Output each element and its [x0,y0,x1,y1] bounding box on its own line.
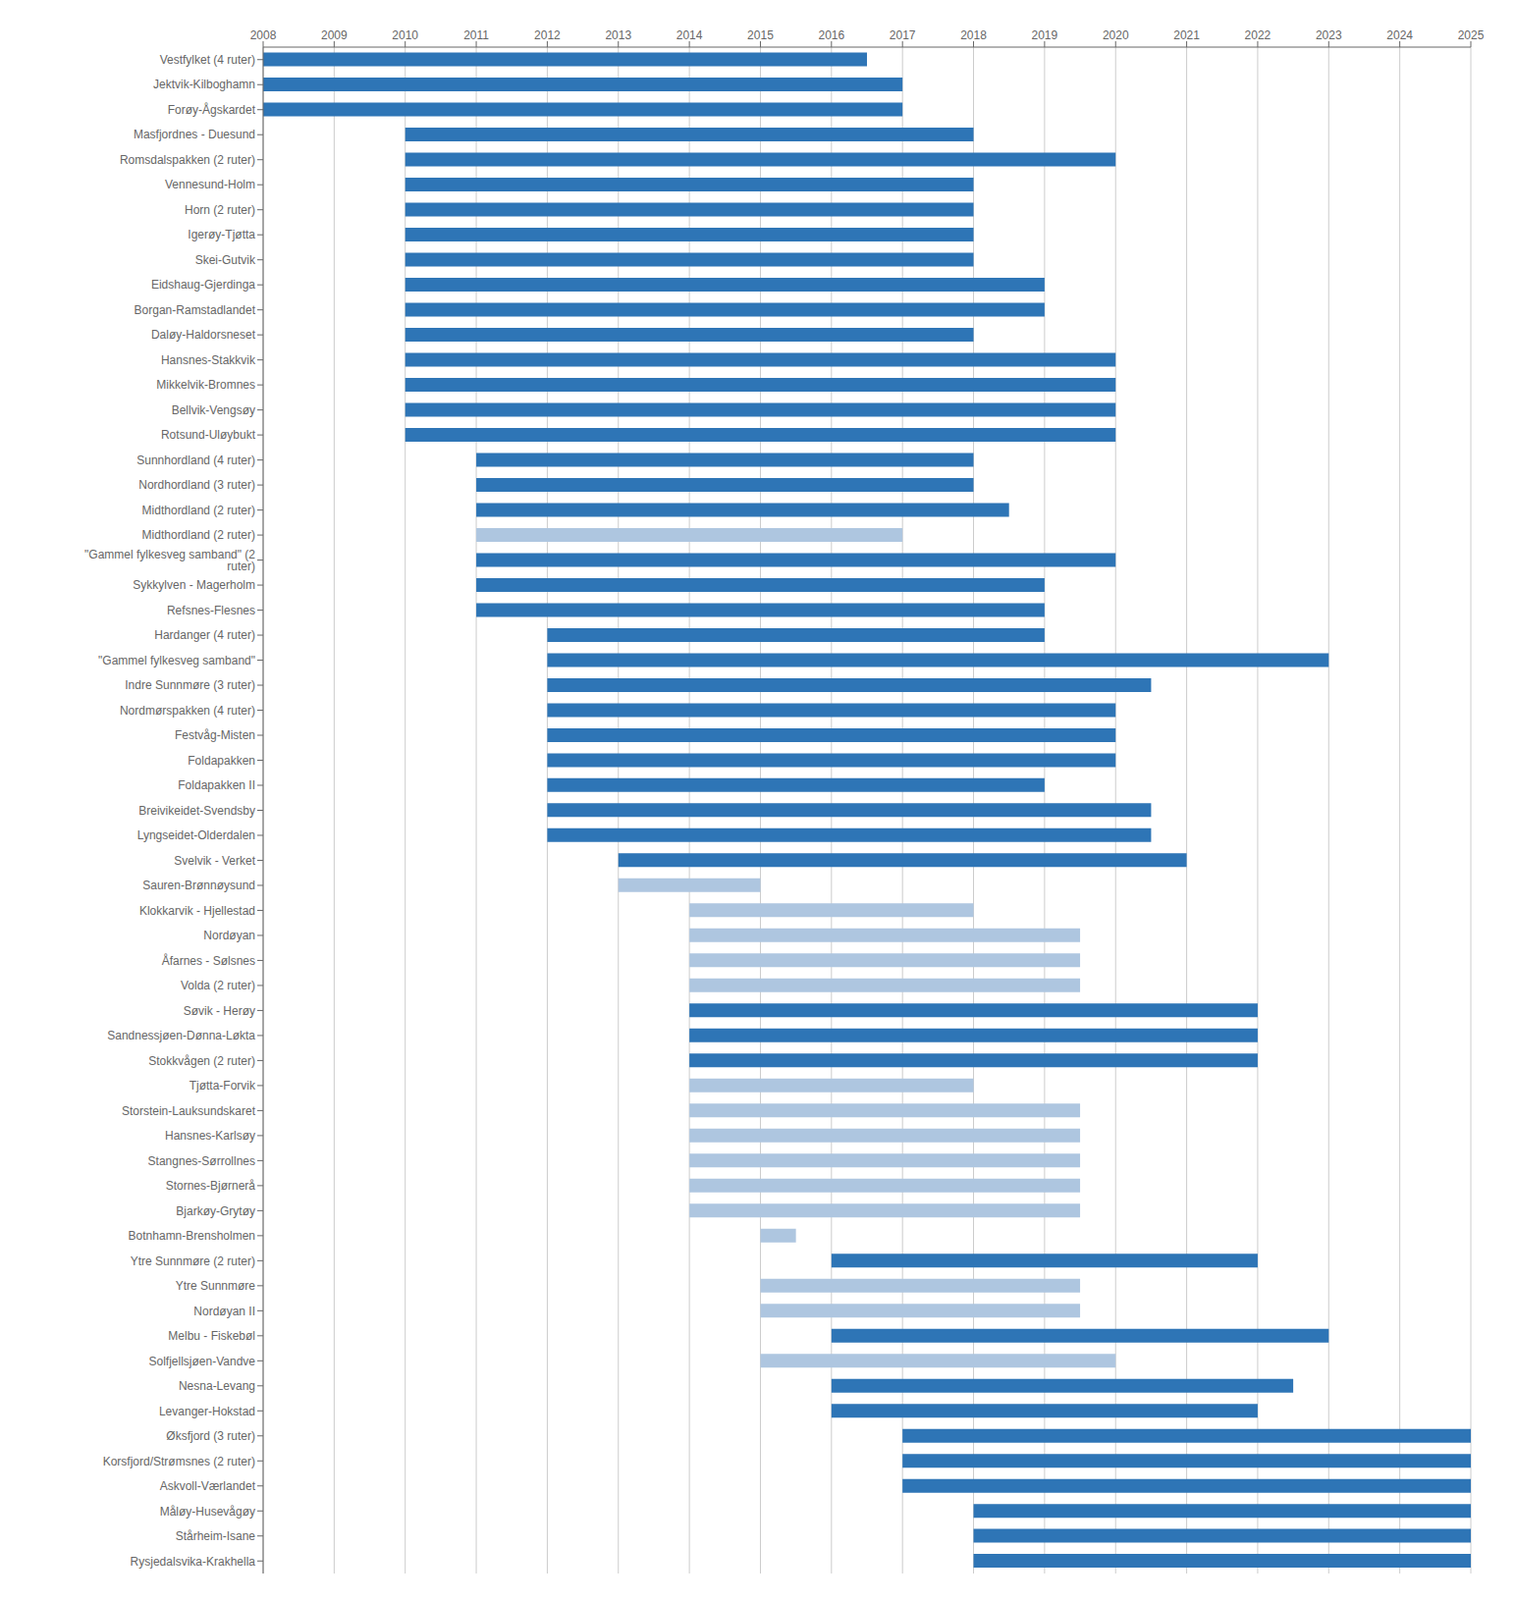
svg-text:Daløy-Haldorsneset: Daløy-Haldorsneset [151,327,257,342]
svg-text:2016: 2016 [817,28,845,43]
svg-text:2012: 2012 [534,28,561,43]
svg-text:Stornes-Bjørnerå: Stornes-Bjørnerå [165,1179,257,1193]
svg-text:Åfarnes - Sølsnes: Åfarnes - Sølsnes [162,953,256,969]
svg-text:Festvåg-Misten: Festvåg-Misten [174,728,256,743]
svg-text:Nordhordland (3 ruter): Nordhordland (3 ruter) [138,478,256,492]
svg-text:Øksfjord (3 ruter): Øksfjord (3 ruter) [165,1429,256,1444]
svg-text:2015: 2015 [747,28,774,43]
svg-text:Storstein-Lauksundskaret: Storstein-Lauksundskaret [121,1104,257,1119]
svg-text:Indre Sunnmøre (3 ruter): Indre Sunnmøre (3 ruter) [124,678,256,693]
svg-text:Skei-Gutvik: Skei-Gutvik [195,253,257,268]
svg-text:2008: 2008 [250,28,277,43]
svg-text:Refsnes-Flesnes: Refsnes-Flesnes [166,603,256,618]
svg-text:"Gammel fylkesveg samband" (2r: "Gammel fylkesveg samband" (2ruter) [84,547,256,574]
svg-text:2013: 2013 [604,28,632,43]
svg-text:Nordøyan II: Nordøyan II [193,1304,256,1319]
svg-text:Midthordland (2 ruter): Midthordland (2 ruter) [142,528,256,542]
svg-text:2023: 2023 [1315,28,1343,43]
svg-text:Borgan-Ramstadlandet: Borgan-Ramstadlandet [134,303,257,318]
svg-text:Breivikeidet-Svendsby: Breivikeidet-Svendsby [138,804,256,818]
svg-text:Hansnes-Stakkvik: Hansnes-Stakkvik [161,353,257,368]
svg-text:Søvik - Herøy: Søvik - Herøy [183,1004,256,1019]
svg-text:Volda (2 ruter): Volda (2 ruter) [180,978,256,993]
svg-text:2017: 2017 [889,28,917,43]
svg-text:Måløy-Husevågøy: Måløy-Husevågøy [160,1505,256,1519]
svg-text:Vennesund-Holm: Vennesund-Holm [164,177,256,192]
svg-text:2021: 2021 [1173,28,1200,43]
svg-text:Stårheim-Isane: Stårheim-Isane [175,1529,257,1544]
svg-text:Sauren-Brønnøysund: Sauren-Brønnøysund [142,878,256,893]
svg-text:2019: 2019 [1031,28,1059,43]
svg-text:Nesna-Levang: Nesna-Levang [178,1379,256,1394]
svg-text:Solfjellsjøen-Vandve: Solfjellsjøen-Vandve [149,1354,257,1369]
svg-text:Igerøy-Tjøtta: Igerøy-Tjøtta [187,227,256,242]
svg-text:2018: 2018 [960,28,987,43]
svg-text:Jektvik-Kilboghamn: Jektvik-Kilboghamn [153,77,256,92]
svg-text:Ytre Sunnmøre: Ytre Sunnmøre [175,1279,257,1294]
svg-text:Ytre Sunnmøre (2 ruter): Ytre Sunnmøre (2 ruter) [130,1254,256,1269]
svg-text:2020: 2020 [1102,28,1130,43]
svg-text:Eidshaug-Gjerdinga: Eidshaug-Gjerdinga [151,277,256,292]
svg-text:Nordmørspakken (4 ruter): Nordmørspakken (4 ruter) [119,703,256,718]
svg-text:Hardanger (4 ruter): Hardanger (4 ruter) [154,628,256,643]
svg-text:Rysjedalsvika-Krakhella: Rysjedalsvika-Krakhella [130,1555,257,1570]
svg-text:Botnhamn-Brensholmen: Botnhamn-Brensholmen [128,1229,256,1244]
svg-text:"Gammel fylkesveg samband": "Gammel fylkesveg samband" [98,653,256,668]
svg-text:Sandnessjøen-Dønna-Løkta: Sandnessjøen-Dønna-Løkta [107,1028,256,1043]
svg-text:2011: 2011 [463,28,489,43]
svg-text:Sykkylven - Magerholm: Sykkylven - Magerholm [132,578,256,593]
svg-text:2022: 2022 [1244,28,1272,43]
svg-text:2014: 2014 [676,28,704,43]
svg-text:Bjarkøy-Grytøy: Bjarkøy-Grytøy [175,1204,256,1219]
svg-text:Melbu - Fiskebøl: Melbu - Fiskebøl [167,1329,256,1344]
svg-text:Korsfjord/Strømsnes (2 ruter): Korsfjord/Strømsnes (2 ruter) [103,1455,256,1469]
svg-text:Romsdalspakken (2 ruter): Romsdalspakken (2 ruter) [119,153,256,167]
svg-text:2009: 2009 [321,28,348,43]
svg-text:Lyngseidet-Olderdalen: Lyngseidet-Olderdalen [137,828,256,843]
svg-text:Klokkarvik - Hjellestad: Klokkarvik - Hjellestad [139,904,256,919]
svg-text:2024: 2024 [1386,28,1413,43]
svg-text:Stangnes-Sørrollnes: Stangnes-Sørrollnes [148,1154,256,1169]
svg-text:Askvoll-Værlandet: Askvoll-Værlandet [160,1479,257,1494]
svg-text:Rotsund-Uløybukt: Rotsund-Uløybukt [161,428,257,442]
svg-text:Forøy-Ågskardet: Forøy-Ågskardet [167,102,257,117]
svg-text:Levanger-Hokstad: Levanger-Hokstad [159,1405,256,1419]
svg-text:Masfjordnes - Duesund: Masfjordnes - Duesund [133,127,256,142]
svg-text:Foldapakken: Foldapakken [187,754,256,768]
svg-text:2025: 2025 [1458,28,1485,43]
svg-text:Bellvik-Vengsøy: Bellvik-Vengsøy [171,403,256,418]
svg-text:Svelvik - Verket: Svelvik - Verket [173,854,256,868]
svg-text:Midthordland (2 ruter): Midthordland (2 ruter) [142,503,256,518]
svg-text:Stokkvågen (2 ruter): Stokkvågen (2 ruter) [148,1054,256,1069]
svg-text:Mikkelvik-Bromnes: Mikkelvik-Bromnes [156,378,256,392]
svg-text:Foldapakken II: Foldapakken II [177,778,256,793]
svg-text:Vestfylket (4 ruter): Vestfylket (4 ruter) [160,53,256,67]
svg-text:Tjøtta-Forvik: Tjøtta-Forvik [189,1079,257,1093]
svg-text:Nordøyan: Nordøyan [203,928,256,943]
svg-text:Horn (2 ruter): Horn (2 ruter) [184,203,256,217]
svg-text:Hansnes-Karlsøy: Hansnes-Karlsøy [164,1129,256,1143]
svg-text:Sunnhordland (4 ruter): Sunnhordland (4 ruter) [136,453,256,468]
svg-text:2010: 2010 [391,28,419,43]
